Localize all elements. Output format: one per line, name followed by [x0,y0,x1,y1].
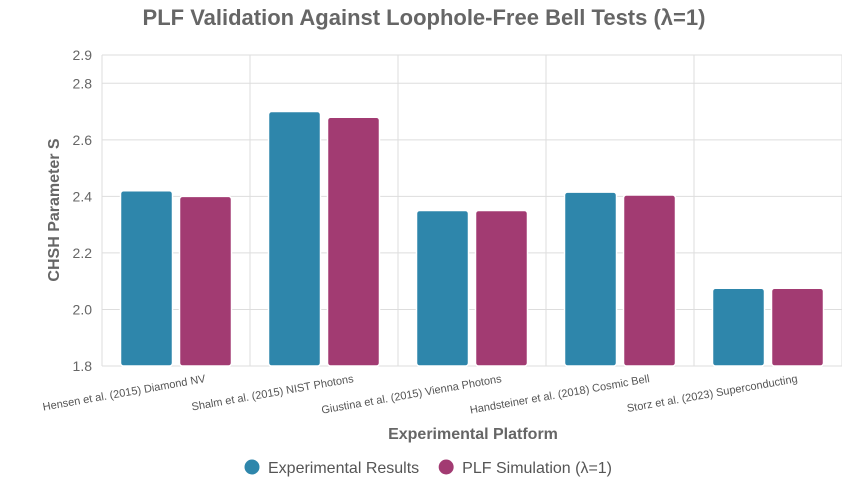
legend-marker [438,459,454,475]
bar-plf-simulation [474,209,529,367]
bar-experimental [119,189,174,367]
bar-plf-simulation [178,195,233,367]
legend-label: Experimental Results [268,460,419,477]
bar-experimental [563,191,618,367]
y-tick-label: 2.0 [73,301,93,317]
y-axis-ticks: 1.8 2.0 2.2 2.4 2.6 2.8 2.9 [73,47,93,374]
x-axis-title: Experimental Platform [388,426,558,443]
legend-label: PLF Simulation (λ=1) [462,460,612,477]
y-tick-label: 2.4 [73,188,93,204]
bar-plf-simulation [326,116,381,367]
y-axis-title: CHSH Parameter S [46,138,63,282]
legend-marker [244,459,260,475]
bar-plf-simulation [770,287,825,367]
y-tick-label: 2.6 [73,132,93,148]
bar-experimental [267,110,322,367]
bars [119,110,825,367]
bar-experimental [415,209,470,367]
chart-title: PLF Validation Against Loophole-Free Bel… [143,5,706,30]
x-tick-label: Storz et al. (2023) Superconducting [626,373,799,415]
bar-experimental [711,287,766,367]
bar-plf-simulation [622,194,677,367]
x-tick-label: Hensen et al. (2015) Diamond NV [42,373,207,414]
y-tick-label: 2.8 [73,75,93,91]
legend: Experimental Results PLF Simulation (λ=1) [244,459,612,477]
y-tick-label: 1.8 [73,358,93,374]
y-tick-label: 2.9 [73,47,93,63]
y-tick-label: 2.2 [73,245,93,261]
